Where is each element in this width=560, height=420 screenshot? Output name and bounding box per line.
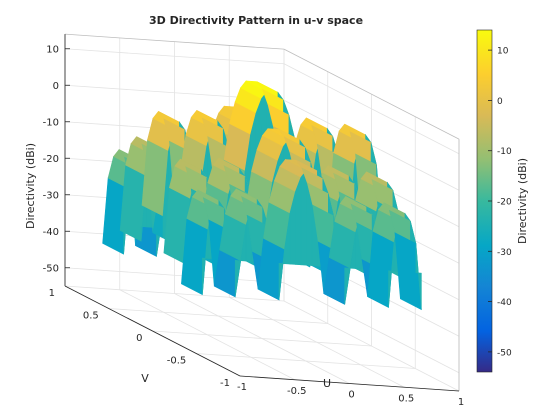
grid-line bbox=[283, 282, 460, 374]
x-axis-line bbox=[239, 375, 460, 392]
grid-line bbox=[64, 48, 285, 65]
x-tick-label: 0.5 bbox=[398, 393, 414, 404]
x-axis: -1 -0.5 0 0.5 1 bbox=[237, 375, 464, 408]
surface-face bbox=[415, 243, 422, 310]
z-tick-label: -10 bbox=[43, 117, 59, 128]
box-edge bbox=[64, 33, 285, 50]
z-axis: -50 -40 -30 -20 -10 0 10 bbox=[43, 34, 70, 286]
surface bbox=[102, 80, 422, 311]
surface-face bbox=[234, 260, 242, 297]
x-tick-label: -0.5 bbox=[287, 386, 307, 397]
colorbar-tick-label: 10 bbox=[497, 47, 509, 57]
grid-line bbox=[283, 63, 460, 155]
x-tick-label: 0 bbox=[348, 390, 354, 401]
colorbar-tick-label: -50 bbox=[497, 348, 512, 358]
x-tick-label: -1 bbox=[237, 382, 247, 393]
surface-face bbox=[300, 169, 307, 266]
grid-line bbox=[64, 267, 285, 284]
y-axis: -1 -0.5 0 0.5 1 bbox=[49, 285, 241, 389]
x-axis-label: U bbox=[323, 377, 331, 390]
grid-line bbox=[64, 285, 285, 302]
colorbar-tick-label: -30 bbox=[497, 248, 512, 258]
y-tick-label: 0.5 bbox=[83, 311, 99, 322]
surface-face bbox=[344, 267, 351, 305]
y-axis-label: V bbox=[141, 372, 149, 385]
chart-title: 3D Directivity Pattern in u-v space bbox=[149, 14, 363, 27]
grid-line bbox=[108, 308, 328, 324]
box-edge bbox=[283, 48, 460, 140]
grid-line bbox=[152, 330, 372, 347]
z-tick-label: -40 bbox=[43, 227, 59, 238]
y-tick-label: 0 bbox=[136, 333, 142, 344]
z-tick-label: -30 bbox=[43, 190, 59, 201]
colorbar-label: Directivity (dBi) bbox=[516, 158, 529, 244]
colorbar-tick-label: -10 bbox=[497, 147, 512, 157]
colorbar-tick-label: -40 bbox=[497, 298, 512, 308]
grid-line bbox=[229, 296, 405, 388]
colorbar-tick-label: 0 bbox=[497, 97, 503, 107]
z-tick-label: 10 bbox=[46, 44, 59, 55]
y-tick-label: 1 bbox=[49, 288, 55, 299]
y-tick-label: -0.5 bbox=[167, 356, 187, 367]
surface-ridge bbox=[181, 159, 422, 311]
x-tick-label: 1 bbox=[458, 397, 464, 408]
surface-face bbox=[295, 177, 302, 266]
grid-line bbox=[283, 300, 460, 392]
y-tick-label: -1 bbox=[220, 378, 230, 389]
z-tick-label: -20 bbox=[43, 154, 59, 165]
z-tick-label: 0 bbox=[53, 81, 59, 92]
z-axis-label: Directivity (dBi) bbox=[24, 143, 37, 229]
z-tick-label: -50 bbox=[43, 263, 59, 274]
colorbar: 10 0 -10 -20 -30 -40 -50 bbox=[476, 29, 512, 373]
y-axis-line bbox=[64, 285, 241, 377]
colorbar-tick-label: -20 bbox=[497, 198, 512, 208]
